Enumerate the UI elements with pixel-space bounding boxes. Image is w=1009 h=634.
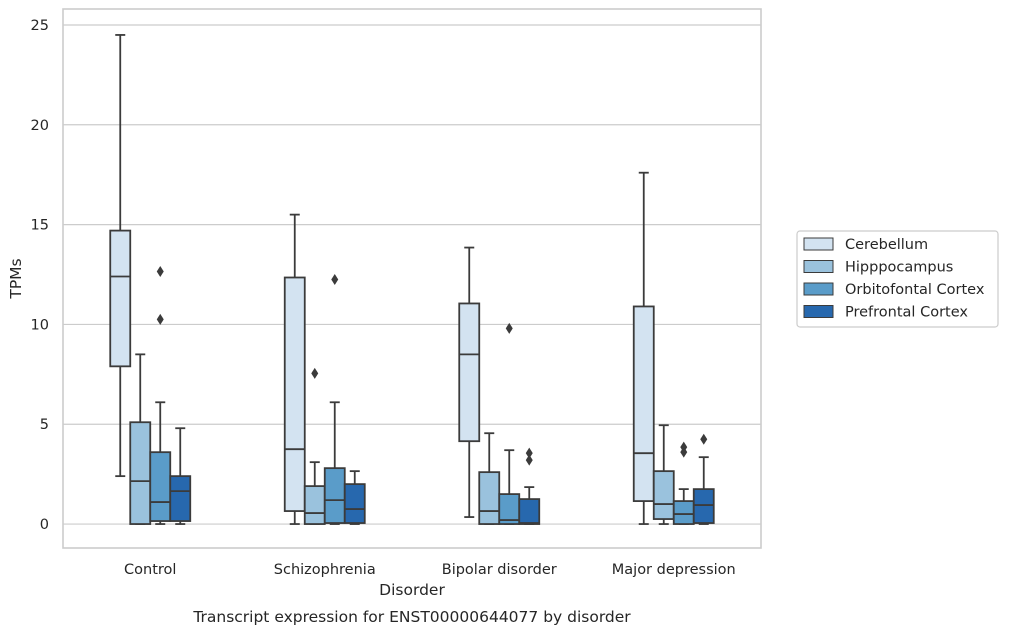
box-iqr bbox=[672, 500, 695, 525]
y-tick-label-20: 20 bbox=[31, 118, 49, 134]
box-prefrontal-cortex bbox=[692, 433, 715, 525]
box-prefrontal-cortex bbox=[518, 447, 541, 525]
box-iqr bbox=[149, 451, 172, 522]
y-tick-labels: 0 5 10 15 20 25 bbox=[31, 18, 49, 533]
box-cerebellum bbox=[109, 34, 132, 478]
outlier-point bbox=[331, 273, 339, 285]
outlier-point bbox=[700, 433, 708, 445]
box-orbitofontal-cortex bbox=[672, 441, 695, 525]
legend-swatch bbox=[803, 237, 834, 251]
x-tick-label: Schizophrenia bbox=[274, 562, 376, 578]
legend: Cerebellum Hipppocampus Orbitofontal Corte… bbox=[796, 230, 999, 328]
legend-frame bbox=[796, 230, 999, 328]
box-iqr bbox=[323, 467, 346, 524]
legend-label: Prefrontal Cortex bbox=[845, 305, 968, 321]
box-iqr bbox=[652, 470, 675, 520]
box-iqr bbox=[692, 488, 715, 524]
box-iqr bbox=[632, 305, 655, 502]
y-tick-label-0: 0 bbox=[40, 517, 49, 533]
outlier-point bbox=[525, 454, 533, 466]
outlier-point bbox=[505, 322, 513, 334]
boxes bbox=[109, 34, 715, 525]
y-tick-label-25: 25 bbox=[31, 18, 49, 34]
outlier-point bbox=[156, 313, 164, 325]
box-iqr bbox=[478, 471, 501, 525]
box-iqr bbox=[283, 276, 306, 512]
outlier-point bbox=[680, 441, 688, 453]
legend-label: Orbitofontal Cortex bbox=[845, 282, 985, 298]
x-tick-label: Bipolar disorder bbox=[442, 562, 557, 578]
x-tick-labels: Control Schizophrenia Bipolar disorder Majo… bbox=[124, 562, 736, 578]
x-axis-label: Disorder bbox=[379, 581, 445, 599]
y-tick-label-5: 5 bbox=[40, 417, 49, 433]
legend-label: Hipppocampus bbox=[845, 260, 953, 276]
box-cerebellum bbox=[458, 246, 481, 518]
legend-swatch bbox=[803, 305, 834, 318]
x-tick-label: Major depression bbox=[612, 562, 736, 578]
box-hipppocampus bbox=[652, 424, 675, 525]
box-hipppocampus bbox=[129, 353, 152, 525]
plot-area-frame bbox=[62, 8, 762, 549]
legend-swatch bbox=[803, 260, 834, 273]
box-hipppocampus bbox=[303, 367, 326, 525]
y-tick-label-10: 10 bbox=[31, 317, 49, 333]
legend-swatch bbox=[803, 282, 834, 296]
y-tick-label-15: 15 bbox=[31, 218, 49, 234]
box-iqr bbox=[109, 229, 132, 368]
outlier-point bbox=[156, 266, 164, 278]
box-iqr bbox=[169, 475, 192, 522]
legend-label: Cerebellum bbox=[845, 237, 928, 253]
box-orbitofontal-cortex bbox=[323, 273, 346, 525]
box-iqr bbox=[518, 498, 541, 525]
outlier-point bbox=[311, 367, 319, 379]
x-tick-label: Control bbox=[124, 562, 176, 578]
outlier-point bbox=[525, 447, 533, 459]
box-iqr bbox=[303, 485, 326, 525]
chart-title: Transcript expression for ENST0000064407… bbox=[192, 608, 631, 626]
box-orbitofontal-cortex bbox=[149, 266, 172, 525]
box-prefrontal-cortex bbox=[169, 427, 192, 525]
box-iqr bbox=[129, 421, 152, 525]
box-iqr bbox=[343, 483, 366, 524]
box-cerebellum bbox=[283, 213, 306, 525]
y-axis-label: TPMs bbox=[7, 258, 25, 299]
box-prefrontal-cortex bbox=[343, 470, 366, 525]
box-cerebellum bbox=[632, 171, 655, 525]
box-iqr bbox=[458, 302, 481, 443]
box-orbitofontal-cortex bbox=[498, 322, 521, 525]
